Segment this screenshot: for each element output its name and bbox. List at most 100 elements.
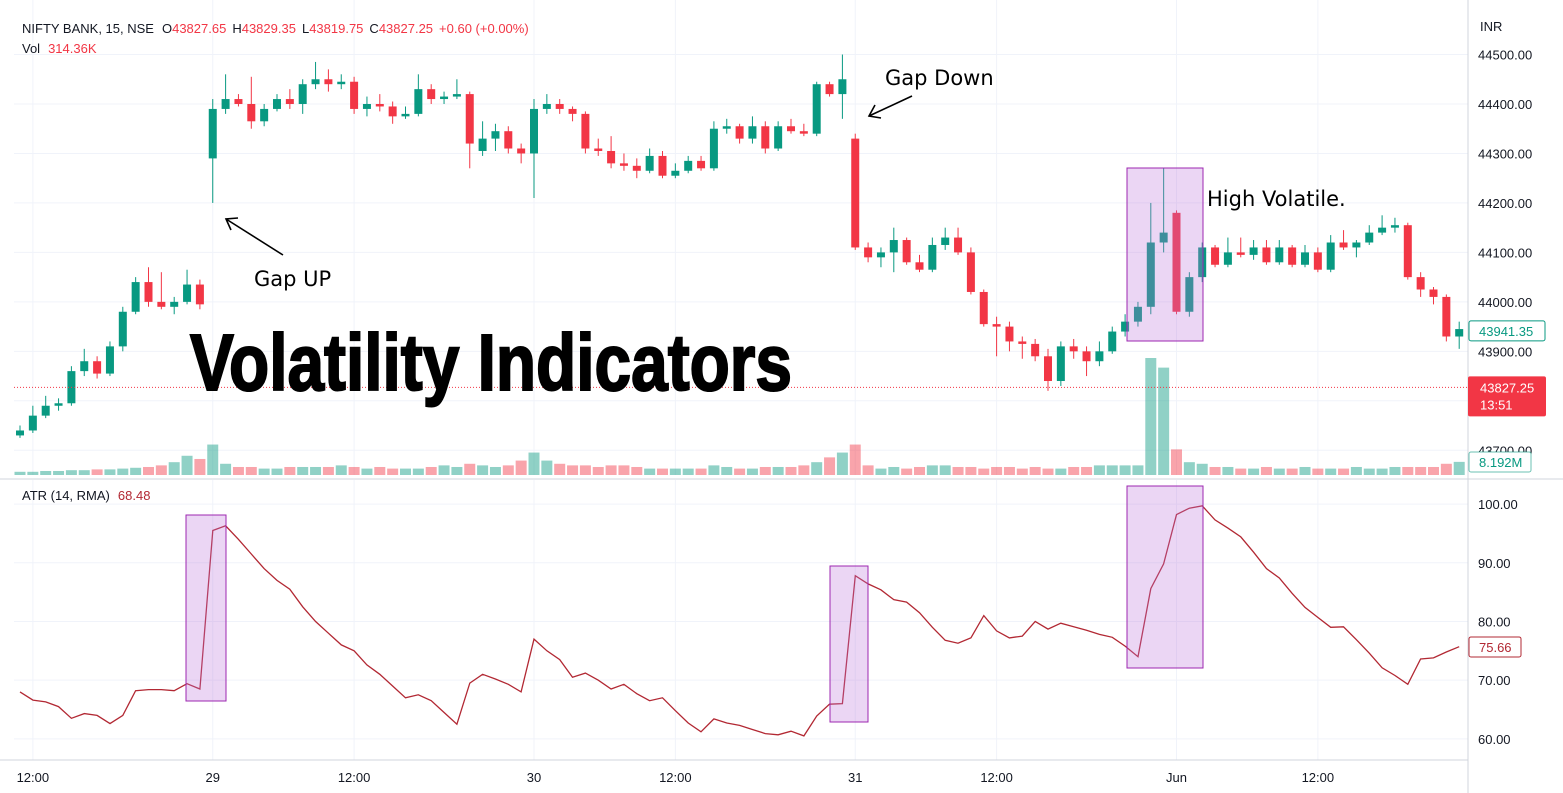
- candle-body: [478, 138, 487, 151]
- candle-body: [1403, 225, 1412, 278]
- candle-body: [1108, 331, 1117, 352]
- candle-body: [748, 126, 757, 139]
- candle-body: [105, 346, 114, 374]
- volume-label: 8.192M: [1479, 455, 1522, 470]
- candle-body: [1005, 326, 1014, 342]
- y-tick-label: 44100.00: [1478, 245, 1532, 260]
- volume-bar: [528, 452, 540, 475]
- volume-bar: [1183, 462, 1195, 475]
- volume-bar: [657, 468, 668, 475]
- candle-body: [401, 113, 410, 117]
- volume-bar: [181, 455, 193, 475]
- symbol-legend: NIFTY BANK, 15, NSE O43827.65 H43829.35 L43…: [22, 21, 529, 36]
- candle-body: [1044, 356, 1052, 382]
- y-tick-label: 44000.00: [1478, 295, 1532, 310]
- candle-body: [1121, 321, 1130, 332]
- y-tick-label: 44400.00: [1478, 97, 1532, 112]
- candle-body: [157, 301, 166, 307]
- candle-body: [1313, 252, 1322, 270]
- current-price-box: [1468, 376, 1546, 417]
- candle-body: [864, 247, 873, 258]
- candle-body: [722, 126, 731, 129]
- candle-body: [1082, 351, 1091, 362]
- volume-label-box: [1468, 451, 1532, 473]
- y-tick-label: 43900.00: [1478, 344, 1532, 359]
- volume-bar: [1402, 466, 1414, 475]
- atr-legend: ATR (14, RMA) 68.48: [22, 488, 150, 503]
- candle-body: [902, 240, 911, 263]
- x-tick-label: 29: [206, 770, 220, 785]
- volume-bar: [708, 465, 720, 475]
- y-tick-label: 60.00: [1478, 732, 1511, 747]
- volume-bar: [1042, 468, 1054, 475]
- volume-bar: [939, 465, 951, 475]
- candle-body: [362, 103, 371, 109]
- candle-body: [311, 79, 320, 85]
- candle-body: [247, 103, 256, 122]
- ohlc-key: L: [302, 21, 309, 36]
- volume-bar: [40, 470, 52, 475]
- volume-bar: [914, 466, 925, 475]
- candle-body: [697, 160, 706, 169]
- volume-bar: [579, 465, 591, 475]
- volume-bar: [1440, 463, 1452, 475]
- x-tick-label: 30: [527, 770, 541, 785]
- candle-body: [414, 89, 423, 114]
- volume-bar: [477, 465, 489, 475]
- candle-body: [607, 150, 616, 164]
- volume-bar: [194, 458, 206, 475]
- candle-body: [1390, 225, 1399, 228]
- volume-bar: [78, 470, 90, 475]
- countdown: 13:51: [1480, 397, 1513, 412]
- volume-bar: [541, 460, 553, 475]
- highlight-box: [829, 565, 869, 723]
- volume-bar: [759, 466, 771, 475]
- volume-bar: [310, 466, 322, 475]
- volume-bar: [1222, 466, 1234, 475]
- currency: INR: [1480, 19, 1502, 34]
- volume-bar: [1003, 466, 1015, 475]
- volume-bar: [1389, 466, 1401, 475]
- volume-bar: [978, 468, 990, 475]
- atr-value: 68.48: [118, 488, 151, 503]
- candle-body: [1416, 277, 1425, 290]
- volume-bar: [1093, 465, 1105, 475]
- candle-body: [851, 138, 860, 248]
- candle-body: [170, 301, 179, 307]
- candle-body: [1198, 247, 1207, 278]
- candle-body: [799, 131, 808, 134]
- volume-bar: [207, 444, 219, 475]
- volume-key: Vol: [22, 41, 40, 56]
- volume-bar: [1273, 468, 1285, 475]
- volume-bar: [1145, 358, 1157, 475]
- volume-bar: [682, 468, 694, 475]
- ohlc-value: 43827.65: [172, 21, 226, 36]
- x-tick-label: 12:00: [980, 770, 1013, 785]
- x-tick-label: 12:00: [659, 770, 692, 785]
- candle-body: [992, 324, 1001, 327]
- symbol: NIFTY BANK, 15, NSE: [22, 21, 154, 36]
- candle-body: [671, 170, 680, 176]
- volume-bar: [824, 457, 836, 475]
- grid: [14, 0, 1468, 760]
- volume-bar: [567, 465, 579, 475]
- atr-last-box: [1468, 636, 1522, 658]
- volume-bar: [1081, 466, 1093, 475]
- candle-body: [632, 165, 641, 171]
- volume-bar: [1106, 465, 1118, 475]
- candle-body: [195, 284, 204, 305]
- ohlc-value: 43819.75: [309, 21, 363, 36]
- volume-bar: [335, 465, 347, 475]
- candle-body: [183, 284, 192, 302]
- y-tick-label: 90.00: [1478, 556, 1511, 571]
- candle-body: [144, 282, 153, 302]
- volume-bar: [644, 468, 656, 475]
- candle-body: [1352, 242, 1361, 248]
- candle-body: [324, 79, 333, 85]
- volume-bar: [862, 465, 874, 475]
- volume-bar: [1428, 466, 1439, 475]
- candle-body: [1365, 232, 1374, 243]
- candle-body: [452, 94, 461, 97]
- volume-bar: [811, 462, 823, 475]
- highlight-box: [1126, 485, 1204, 669]
